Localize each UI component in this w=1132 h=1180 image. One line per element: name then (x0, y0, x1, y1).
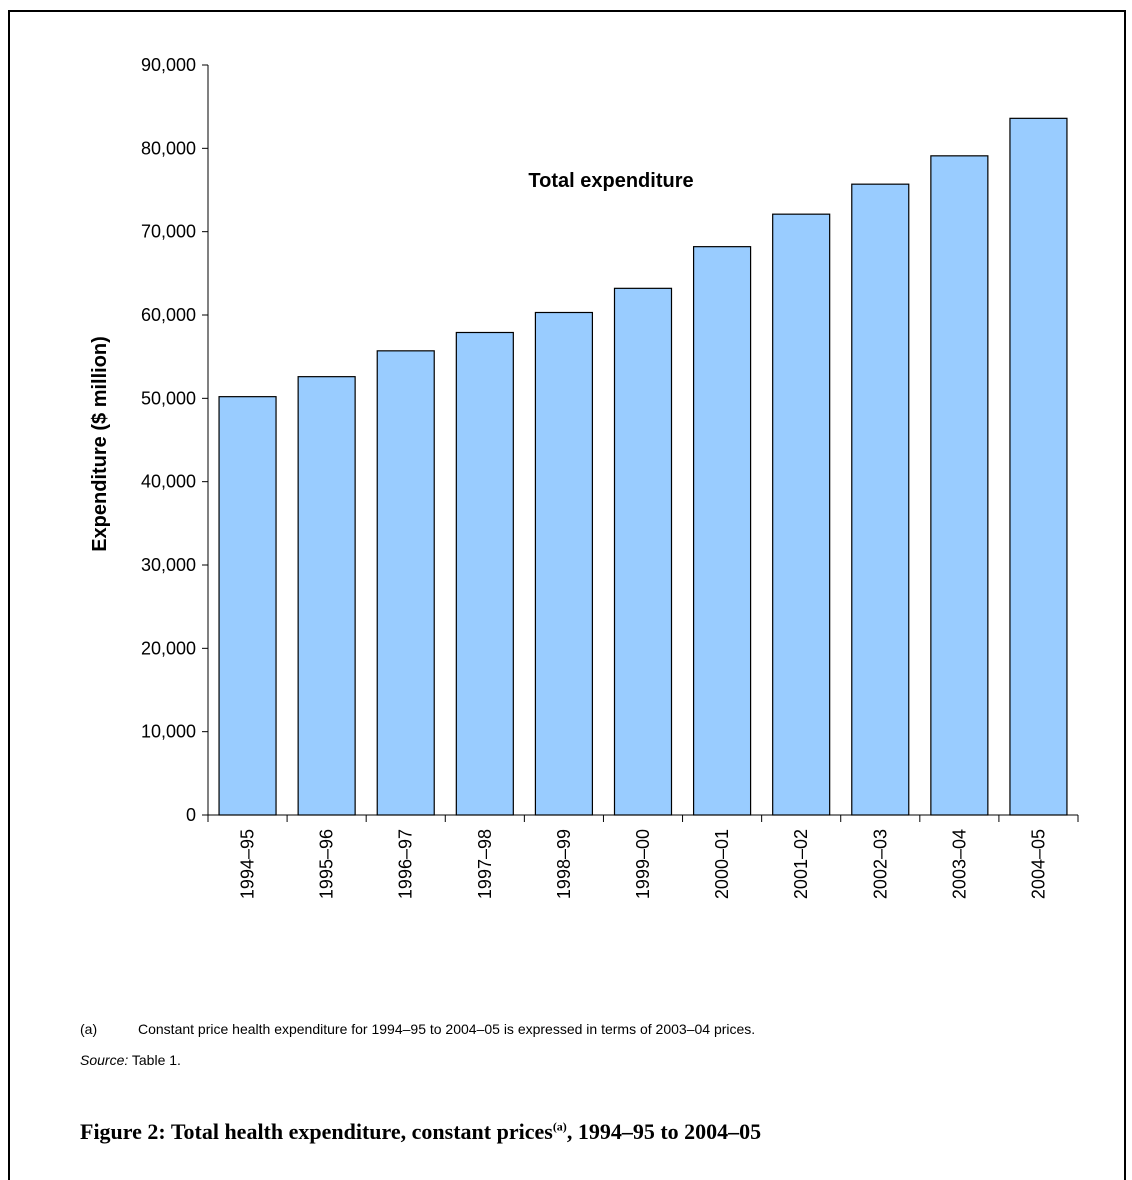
bar-2004–05 (1009, 117, 1068, 816)
x-tick-label: 1994–95 (238, 829, 258, 899)
source-text: Table 1. (131, 1052, 181, 1068)
x-tick-label: 2004–05 (1028, 829, 1048, 899)
x-tick-label: 2000–01 (712, 829, 732, 899)
bars (218, 117, 1068, 816)
x-tick-label: 2001–02 (791, 829, 811, 899)
x-tick-label: 1996–97 (396, 829, 416, 899)
source-label: Source: (80, 1052, 129, 1068)
bar-1996–97 (376, 350, 435, 816)
footnote-text: Constant price health expenditure for 19… (138, 1021, 756, 1037)
y-tick-label: 30,000 (141, 555, 196, 575)
y-tick-label: 90,000 (141, 55, 196, 75)
y-tick-label: 70,000 (141, 222, 196, 242)
x-axis: 1994–95 1995–96 1996–97 1997–98 1998–99 1999–… (207, 814, 1079, 899)
figure-caption: Figure 2: Total health expenditure, cons… (80, 1119, 761, 1145)
y-tick-label: 40,000 (141, 472, 196, 492)
y-tick-label: 60,000 (141, 305, 196, 325)
caption-suffix: , 1994–95 to 2004–05 (566, 1119, 762, 1144)
caption-text: Figure 2: Total health expenditure, cons… (80, 1119, 553, 1144)
y-tick-label: 20,000 (141, 638, 196, 658)
bar-1999–00 (613, 287, 673, 816)
y-axis: 0 10,000 20,000 30,000 40,000 50,000 60,000 70,… (141, 55, 209, 825)
x-tick-label: 2002–03 (870, 829, 890, 899)
bar-2000–01 (692, 246, 752, 816)
bar-1997–98 (455, 331, 514, 816)
bar-2002–03 (851, 183, 910, 816)
y-tick-label: 0 (186, 805, 196, 825)
chart-annotation: Total expenditure (528, 170, 693, 192)
y-tick-label: 50,000 (141, 388, 196, 408)
footnote: (a) Constant price health expenditure for… (80, 1021, 755, 1037)
y-tick-label: 80,000 (141, 138, 196, 158)
x-tick-label: 1999–00 (633, 829, 653, 899)
x-tick-label: 2003–04 (949, 829, 969, 899)
caption-superscript: (a) (552, 1119, 567, 1134)
bar-2003–04 (930, 155, 989, 816)
y-tick-label: 10,000 (141, 722, 196, 742)
bar-1995–96 (297, 376, 356, 816)
bar-1994–95 (218, 396, 277, 816)
y-axis-label: Expenditure ($ million) (89, 336, 111, 552)
figure-frame (8, 10, 1126, 1180)
bar-1998–99 (534, 311, 594, 816)
footnote-marker: (a) (80, 1021, 98, 1037)
bar-2001–02 (772, 213, 831, 816)
x-tick-label: 1997–98 (475, 829, 495, 899)
bar-chart: 0 10,000 20,000 30,000 40,000 50,000 60,000 70,… (89, 55, 1079, 899)
x-tick-label: 1998–99 (554, 829, 574, 899)
x-tick-label: 1995–96 (317, 829, 337, 899)
source-line: Source: Table 1. (80, 1052, 181, 1068)
